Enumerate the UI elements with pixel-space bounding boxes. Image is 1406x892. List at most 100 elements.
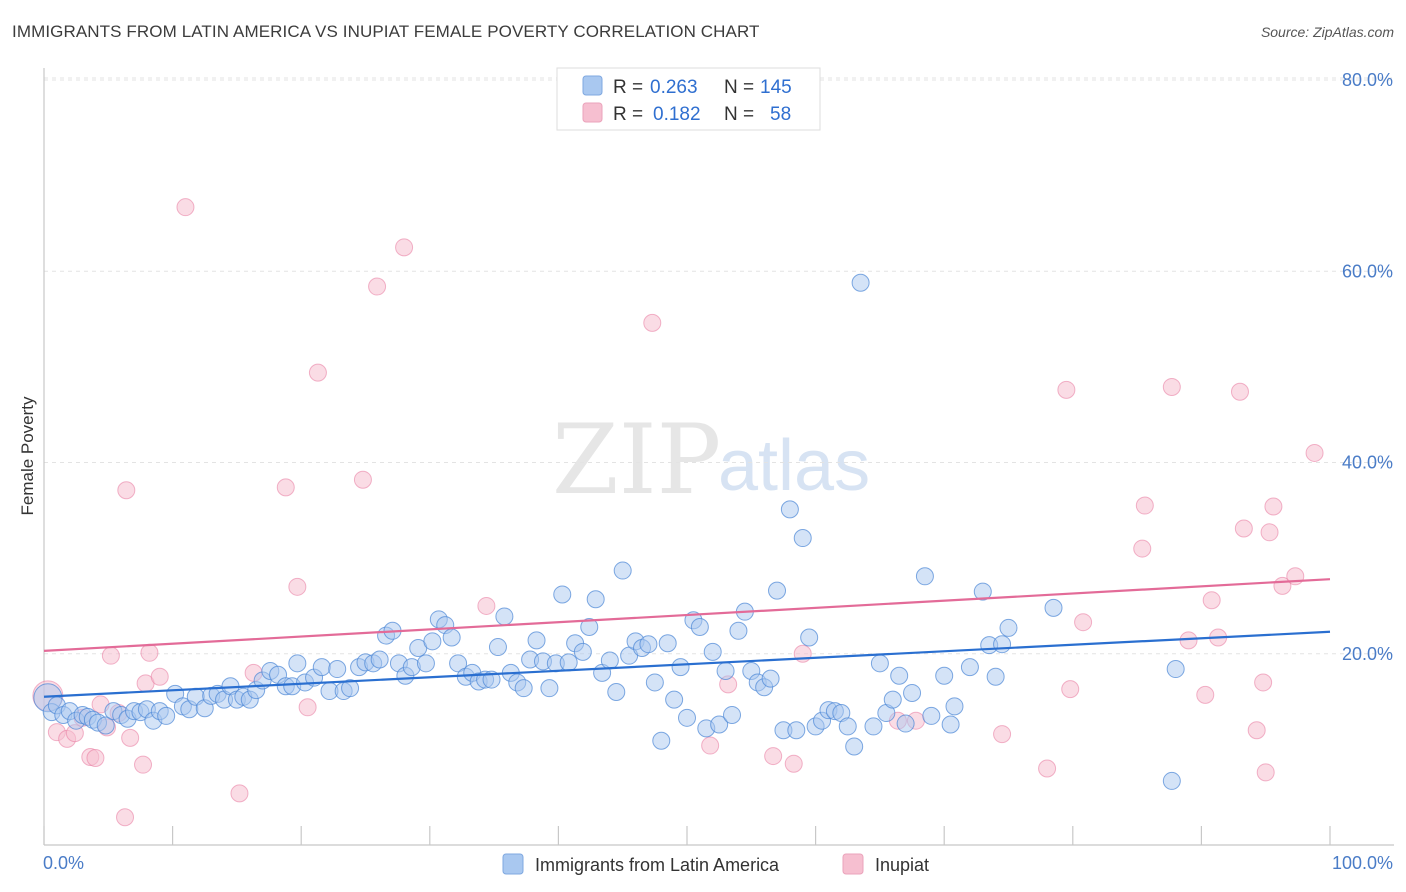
immigrants-point [312, 658, 331, 677]
inupiat-point [1247, 721, 1266, 740]
immigrants-point [645, 673, 664, 692]
bottom-legend-swatch-blue [502, 853, 524, 875]
inupiat-point [1057, 380, 1076, 399]
immigrants-point [1044, 598, 1063, 617]
y-tick-label: 20.0% [1342, 644, 1393, 664]
inupiat-point [1230, 382, 1249, 401]
bottom-legend-label-pink: Inupiat [875, 855, 929, 875]
immigrants-point [973, 582, 992, 601]
inupiat-point [230, 784, 249, 803]
inupiat-point [764, 747, 783, 766]
immigrants-point [716, 661, 735, 680]
immigrants-point [780, 500, 799, 519]
legend-n-label-blue: N = [724, 77, 754, 98]
immigrants-point [999, 618, 1018, 637]
chart-title: IMMIGRANTS FROM LATIN AMERICA VS INUPIAT… [12, 22, 760, 41]
immigrants-point [800, 628, 819, 647]
immigrants-point [986, 667, 1005, 686]
inupiat-point [116, 808, 135, 827]
immigrants-point [586, 590, 605, 609]
immigrants-point [935, 666, 954, 685]
inupiat-point [1038, 759, 1057, 778]
inupiat-point [298, 698, 317, 717]
bottom-legend-swatch-pink [842, 853, 864, 875]
immigrants-point [288, 654, 307, 673]
inupiat-point [395, 238, 414, 257]
inupiat-point [1254, 673, 1273, 692]
y-tick-label: 60.0% [1342, 261, 1393, 281]
immigrants-point [600, 651, 619, 670]
watermark-atlas: atlas [718, 426, 870, 506]
inupiat-point [140, 643, 159, 662]
immigrants-point [896, 714, 915, 733]
inupiat-point [701, 736, 720, 755]
inupiat-point [643, 313, 662, 332]
inupiat-point [121, 728, 140, 747]
immigrants-point [793, 529, 812, 548]
legend-n-label-pink: N = [724, 104, 754, 125]
immigrants-point [960, 658, 979, 677]
immigrants-point [851, 273, 870, 292]
legend-r-value-pink: 0.182 [653, 104, 701, 125]
immigrants-point [870, 654, 889, 673]
immigrants-point [652, 731, 671, 750]
immigrants-point [922, 706, 941, 725]
immigrants-point [710, 715, 729, 734]
y-tick-label: 40.0% [1342, 453, 1393, 473]
x-ticks [43, 826, 1331, 845]
immigrants-point [941, 715, 960, 734]
immigrants-point [671, 658, 690, 677]
series-immigrants-latin-america [33, 273, 1185, 790]
legend-swatch-blue [582, 75, 603, 96]
trend-line-inupiat [43, 578, 1331, 652]
inupiat-point [1135, 496, 1154, 515]
legend-r-label-pink: R = [613, 104, 643, 125]
immigrants-point [328, 660, 347, 679]
immigrants-point [540, 679, 559, 698]
watermark-zip: ZIP [552, 404, 721, 516]
legend-swatch-pink [582, 102, 603, 123]
immigrants-point [370, 650, 389, 669]
immigrants-point [580, 617, 599, 636]
inupiat-point [1179, 631, 1198, 650]
inupiat-point [150, 667, 169, 686]
x-tick-label-min: 0.0% [43, 853, 84, 873]
immigrants-point [787, 721, 806, 740]
source-credit: Source: ZipAtlas.com [1260, 24, 1394, 40]
immigrants-point [703, 642, 722, 661]
inupiat-point [1074, 613, 1093, 632]
immigrants-point [1166, 660, 1185, 679]
immigrants-point [423, 632, 442, 651]
immigrants-point [890, 666, 909, 685]
immigrants-point [761, 669, 780, 688]
immigrants-point [883, 690, 902, 709]
inupiat-point [1202, 591, 1221, 610]
immigrants-point [729, 621, 748, 640]
inupiat-point [1264, 497, 1283, 516]
bottom-legend-label-blue: Immigrants from Latin America [535, 855, 780, 875]
immigrants-point [613, 561, 632, 580]
y-tick-labels: 20.0% 40.0% 60.0% 80.0% [1342, 70, 1393, 664]
immigrants-point [665, 690, 684, 709]
immigrants-point [495, 607, 514, 626]
x-tick-label-max: 100.0% [1332, 853, 1393, 873]
immigrants-point [607, 683, 626, 701]
inupiat-point [784, 754, 803, 773]
inupiat-point [1133, 539, 1152, 558]
inupiat-point [276, 478, 295, 497]
inupiat-point [1256, 763, 1275, 782]
immigrants-point [514, 679, 533, 698]
legend-r-label-blue: R = [613, 77, 643, 98]
immigrants-point [723, 705, 742, 724]
inupiat-point [1234, 519, 1253, 538]
inupiat-point [288, 577, 307, 596]
legend-n-value-pink: 58 [770, 104, 791, 125]
immigrants-point [945, 697, 964, 716]
inupiat-point [1162, 377, 1181, 396]
inupiat-point [117, 481, 136, 500]
inupiat-point [1305, 443, 1324, 462]
immigrants-point [993, 635, 1012, 654]
immigrants-point [864, 717, 883, 736]
bottom-legend: Immigrants from Latin America Inupiat [502, 853, 929, 875]
